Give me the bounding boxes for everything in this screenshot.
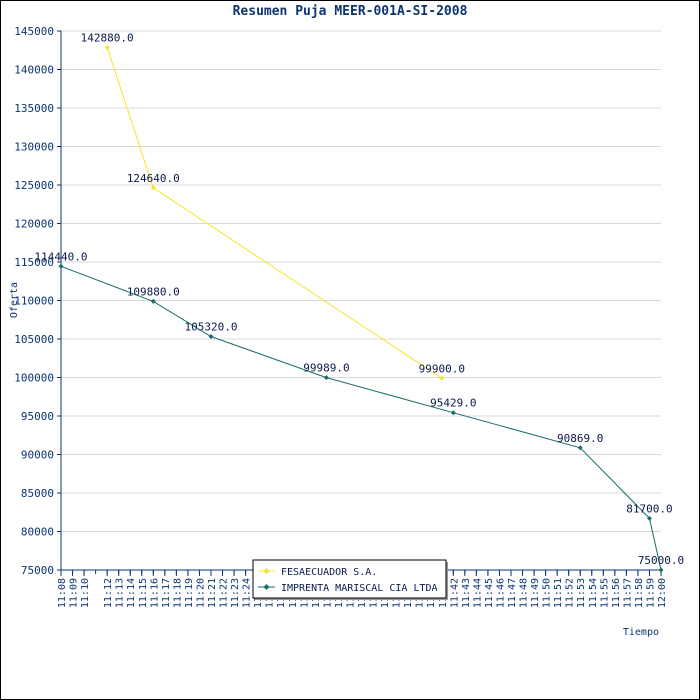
x-tick-label: 11:48 [519, 578, 530, 608]
legend: FESAECUADOR S.A. IMPRENTA MARISCAL CIA LT… [252, 559, 448, 600]
data-point [439, 375, 445, 381]
y-tick-label: 120000 [14, 218, 54, 231]
data-point [658, 567, 664, 573]
y-tick-label: 135000 [14, 102, 54, 115]
y-axis-title: Oferta [9, 282, 20, 318]
x-tick-label: 11:45 [484, 578, 495, 608]
data-point [577, 445, 583, 451]
x-tick-label: 11:13 [115, 578, 126, 608]
x-tick-label: 11:12 [103, 578, 114, 608]
y-tick-label: 85000 [21, 487, 54, 500]
data-point [323, 375, 329, 381]
data-point [450, 410, 456, 416]
y-tick-label: 90000 [21, 449, 54, 462]
legend-label: IMPRENTA MARISCAL CIA LTDA [281, 583, 438, 594]
x-tick-label: 11:09 [69, 578, 80, 608]
y-tick-label: 80000 [21, 526, 54, 539]
data-label: 81700.0 [626, 502, 672, 515]
x-tick-label: 11:20 [195, 578, 206, 608]
data-point [150, 298, 156, 304]
legend-label: FESAECUADOR S.A. [281, 567, 377, 578]
x-tick-label: 11:49 [530, 578, 541, 608]
legend-box [252, 559, 447, 599]
y-tick-label: 110000 [14, 295, 54, 308]
data-label: 99989.0 [303, 362, 349, 375]
data-labels: 142880.0 124640.0 99900.0 114440.0 109880.0 1… [35, 31, 685, 567]
x-tick-label: 11:14 [126, 578, 137, 608]
x-tick-label: 11:46 [495, 578, 506, 608]
x-tick-label: 11:42 [449, 578, 460, 608]
x-tick-label: 11:59 [645, 578, 656, 608]
x-tick-label: 11:52 [565, 578, 576, 608]
x-tick-label: 11:22 [219, 578, 230, 608]
x-tick-label: 11:08 [57, 578, 68, 608]
x-tick-label: 11:21 [207, 578, 218, 608]
y-tick-label: 130000 [14, 141, 54, 154]
grid-lines [61, 30, 661, 571]
x-tick-label: 11:23 [230, 578, 241, 608]
data-point [58, 263, 64, 269]
x-tick-label: 11:55 [599, 578, 610, 608]
x-tick-label: 11:56 [611, 578, 622, 608]
y-tick-label: 145000 [14, 25, 54, 38]
x-tick-label: 11:51 [553, 578, 564, 608]
series-lines [58, 44, 664, 573]
data-point [150, 185, 156, 191]
x-tick-label: 11:16 [149, 578, 160, 608]
data-label: 124640.0 [127, 172, 180, 185]
x-tick-label: 11:44 [472, 578, 483, 608]
x-axis-title: Tiempo [623, 627, 659, 638]
x-tick-label: 11:10 [80, 578, 91, 608]
x-tick-label: 11:17 [161, 578, 172, 608]
data-point [104, 44, 110, 50]
data-label: 105320.0 [185, 321, 238, 334]
y-tick-label: 105000 [14, 333, 54, 346]
x-tick-label: 11:47 [507, 578, 518, 608]
data-label: 114440.0 [35, 250, 88, 263]
x-tick-label: 11:50 [542, 578, 553, 608]
data-label: 75000.0 [638, 554, 684, 567]
data-point [208, 334, 214, 340]
legend-swatch-marker [263, 584, 270, 590]
series-line [60, 265, 662, 571]
data-label: 95429.0 [430, 397, 476, 410]
y-tick-label: 125000 [14, 179, 54, 192]
y-tick-label: 75000 [21, 564, 54, 577]
x-tick-label: 11:24 [242, 578, 253, 608]
x-tick-label: 11:19 [184, 578, 195, 608]
x-tick-label: 11:54 [588, 578, 599, 608]
y-tick-label: 140000 [14, 64, 54, 77]
data-label: 99900.0 [419, 362, 465, 375]
data-label: 142880.0 [81, 31, 134, 44]
x-tick-label: 11:43 [461, 578, 472, 608]
data-label: 90869.0 [557, 432, 603, 445]
y-tick-label: 115000 [14, 256, 54, 269]
x-tick-label: 11:18 [172, 578, 183, 608]
y-tick-label: 100000 [14, 372, 54, 385]
data-label: 109880.0 [127, 285, 180, 298]
x-tick-label: 11:15 [138, 578, 149, 608]
y-tick-label: 95000 [21, 410, 54, 423]
x-tick-label: 11:57 [622, 578, 633, 608]
x-tick-label: 11:53 [576, 578, 587, 608]
chart-title: Resumen Puja MEER-001A-SI-2008 [232, 4, 468, 19]
legend-swatch-marker [263, 568, 270, 574]
x-tick-label: 11:58 [634, 578, 645, 608]
data-point [646, 515, 652, 521]
x-tick-label: 12:00 [657, 578, 668, 608]
